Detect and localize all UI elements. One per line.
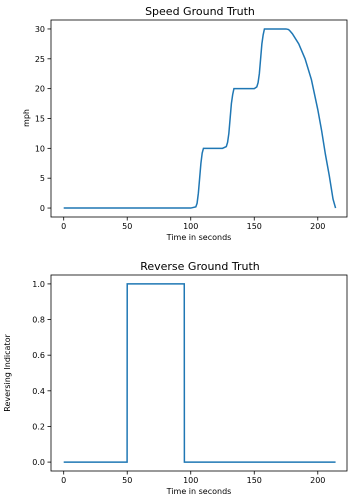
speed-y-tick-label: 0 [40,204,45,213]
reverse-y-ticks: 0.0 0.2 0.4 0.6 0.8 1.0 [32,280,51,467]
reverse-y-tick-label: 0.0 [32,458,45,467]
reverse-y-tick-label: 0.8 [32,316,45,325]
reverse-plot-frame [50,274,348,472]
reverse-x-tick-label: 0 [61,476,66,485]
speed-x-tick-label: 50 [122,222,132,231]
speed-x-tick-label: 100 [183,222,198,231]
speed-y-tick-label: 5 [40,174,45,183]
speed-x-tick-label: 200 [310,222,325,231]
reverse-x-tick-label: 100 [183,476,198,485]
speed-series-line [63,28,337,209]
speed-chart: Speed Ground Truth 0 50 100 150 200 0 5 10 15 20… [22,5,348,242]
speed-x-tick-label: 150 [247,222,262,231]
speed-y-tick-label: 30 [35,25,45,34]
speed-x-axis-label: Time in seconds [166,233,232,242]
reverse-x-axis-label: Time in seconds [166,487,232,496]
reverse-y-tick-label: 0.2 [32,422,45,431]
reverse-y-tick-label: 0.6 [32,351,45,360]
speed-y-tick-label: 10 [35,144,45,153]
reverse-x-ticks: 0 50 100 150 200 [61,471,325,485]
reverse-y-tick-label: 0.4 [32,387,45,396]
speed-y-tick-label: 15 [35,115,45,124]
speed-chart-title: Speed Ground Truth [145,5,255,18]
speed-y-tick-label: 25 [35,55,45,64]
reverse-chart: Reverse Ground Truth 0 50 100 150 200 0.0 0.2… [3,260,348,496]
reverse-chart-title: Reverse Ground Truth [140,260,260,273]
speed-y-ticks: 0 5 10 15 20 25 30 [35,25,51,213]
reverse-x-tick-label: 150 [247,476,262,485]
reverse-y-tick-label: 1.0 [32,280,45,289]
reverse-y-axis-label: Reversing Indicator [3,334,12,412]
speed-x-ticks: 0 50 100 150 200 [61,217,325,231]
reverse-x-tick-label: 200 [310,476,325,485]
reverse-x-tick-label: 50 [122,476,132,485]
speed-y-axis-label: mph [22,109,31,127]
speed-x-tick-label: 0 [61,222,66,231]
speed-y-tick-label: 20 [35,85,45,94]
reverse-series-line [63,283,336,463]
